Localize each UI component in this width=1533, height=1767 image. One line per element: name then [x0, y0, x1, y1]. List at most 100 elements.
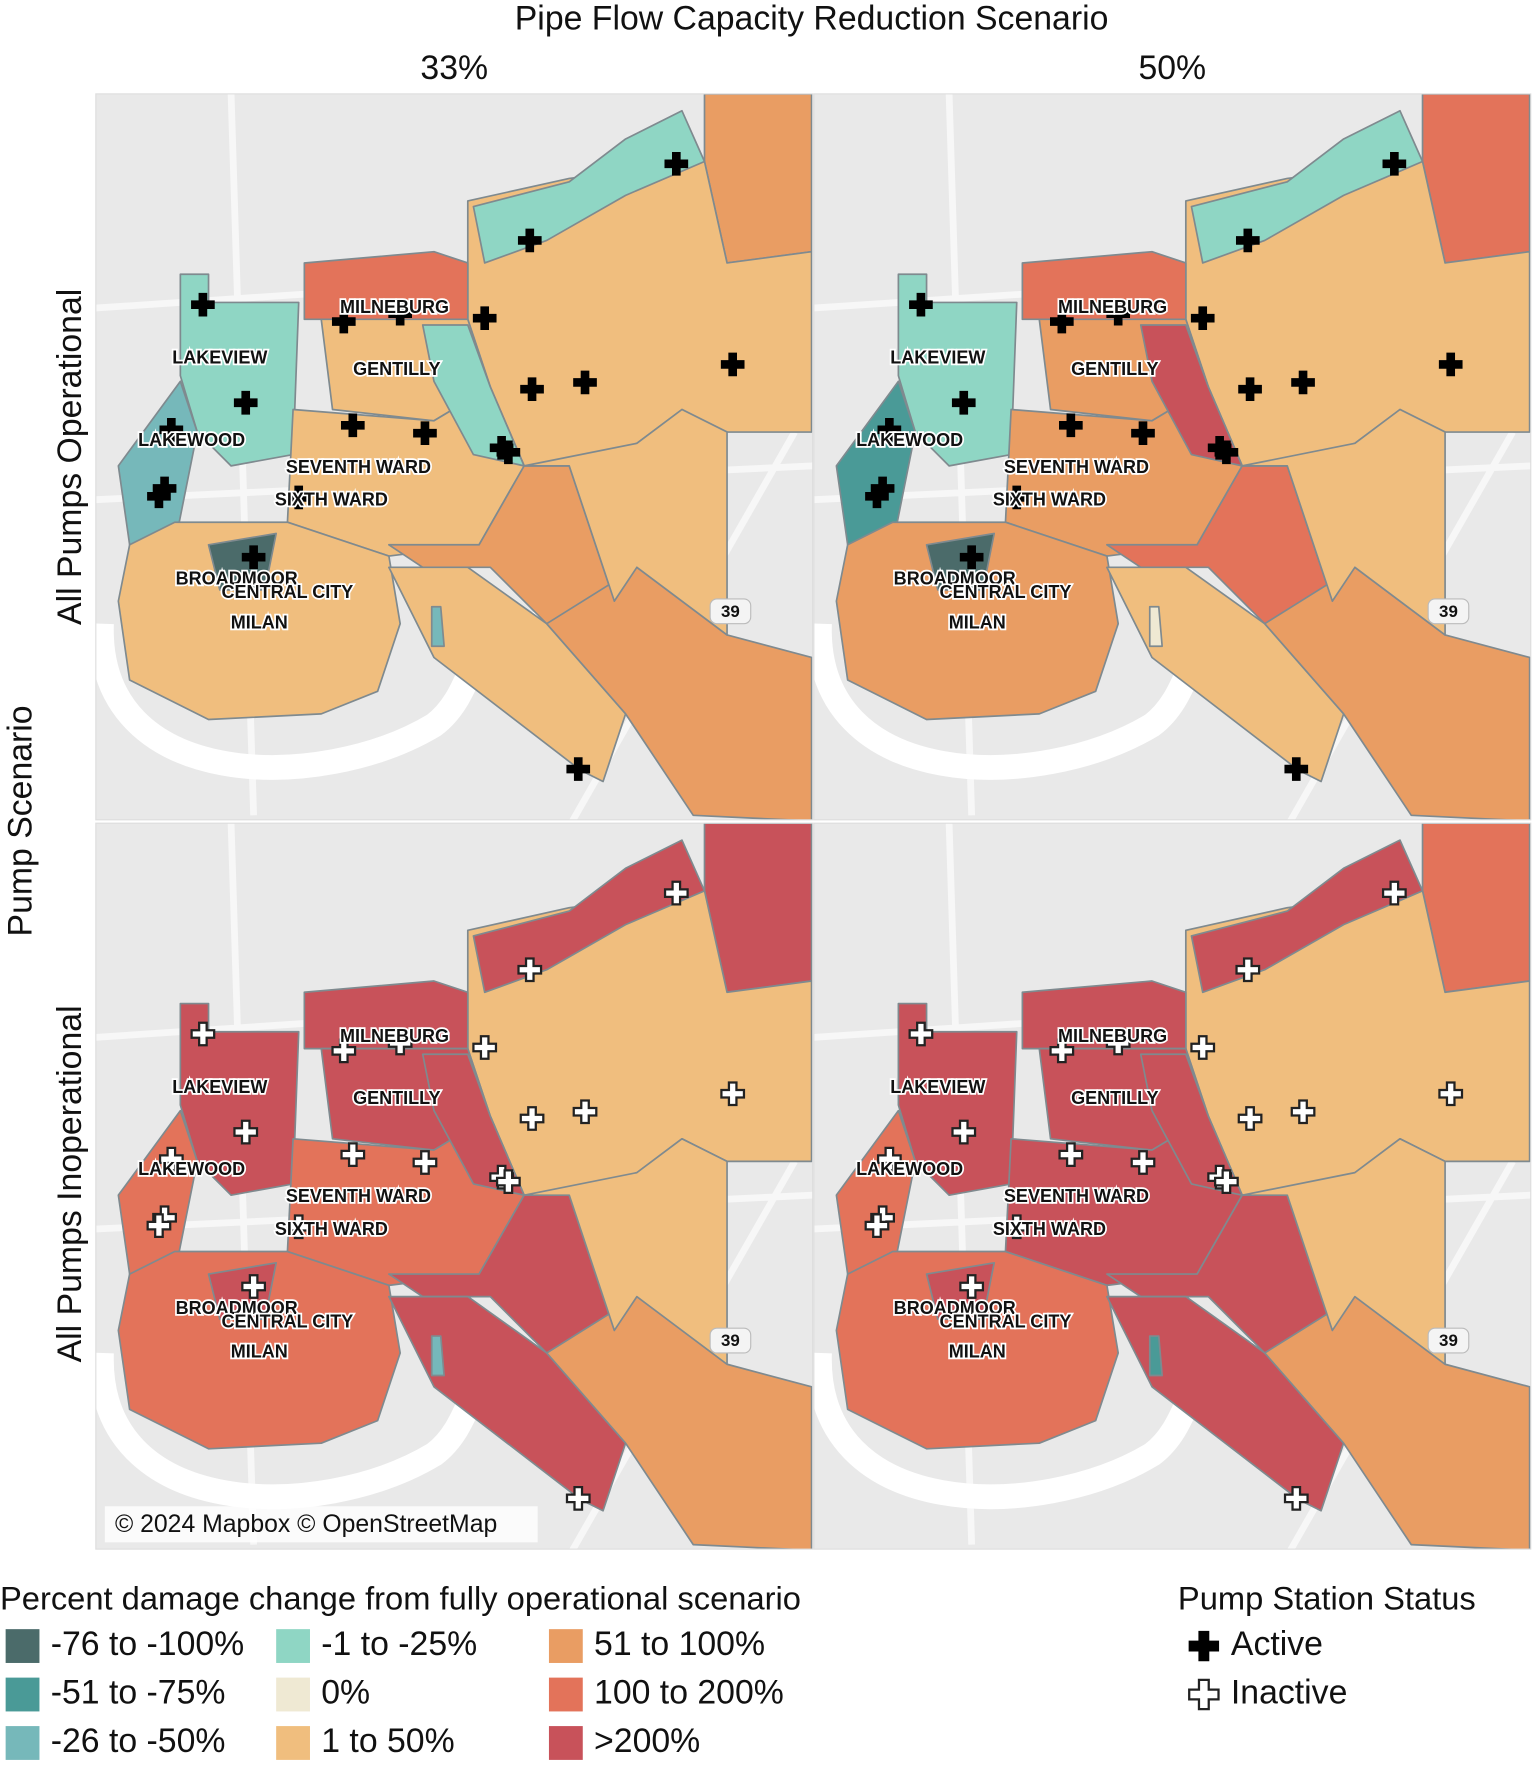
pump-station — [412, 1150, 438, 1175]
neighborhood-label: LAKEVIEW — [890, 348, 985, 368]
district — [1021, 980, 1187, 1050]
pump-station — [159, 417, 184, 442]
row-header: All Pumps Inoperational — [51, 1005, 89, 1362]
neighborhood-label: MILAN — [231, 1342, 288, 1362]
neighborhood-label: LAKEVIEW — [172, 348, 267, 368]
pump-station — [1214, 440, 1239, 465]
map-panel: 39 LAKEVIEW LAKEWOOD SEVENTH WARD SIXTH WARD… — [95, 93, 814, 821]
pump-station — [146, 1213, 172, 1239]
pump-station — [1438, 352, 1463, 377]
neighborhood-label: MILNEBURG — [1058, 1026, 1167, 1046]
pump-station — [864, 1213, 890, 1239]
pump-station — [720, 352, 745, 377]
pump-station — [664, 151, 689, 176]
district — [117, 380, 199, 546]
legend-swatch — [5, 1677, 40, 1712]
pump-station — [1105, 1030, 1131, 1056]
pump-station — [865, 484, 889, 509]
district — [388, 1295, 627, 1512]
neighborhood-label: BROADMOOR — [176, 568, 298, 588]
pump-station — [573, 370, 597, 395]
pump-station — [1237, 1106, 1263, 1131]
column-header: 50% — [1138, 49, 1206, 87]
district — [117, 1250, 402, 1450]
district — [835, 380, 917, 546]
map-content: 39 LAKEVIEW LAKEWOOD SEVENTH WARD SIXTH WARD… — [95, 823, 813, 1550]
pump-station — [286, 1214, 312, 1240]
district — [207, 532, 278, 591]
pump-station — [241, 1274, 267, 1299]
pump-station — [472, 306, 497, 331]
neighborhood-label: LAKEWOOD — [856, 430, 963, 450]
road-shield-label: 39 — [1439, 602, 1458, 621]
pump-station — [1058, 1142, 1084, 1167]
pump-station — [519, 1106, 545, 1131]
pump-station — [951, 1119, 977, 1145]
row-axis-title: Pump Scenario — [1, 705, 39, 936]
pump-station — [233, 390, 258, 415]
neighborhood-label: MILNEBURG — [340, 297, 449, 317]
pump-station — [496, 440, 521, 465]
district — [472, 839, 706, 994]
pump-station — [565, 1485, 591, 1511]
pump-station — [1106, 301, 1131, 326]
pump-station — [908, 1021, 934, 1047]
neighborhood-label: GENTILLY — [353, 359, 440, 379]
pump-station — [1235, 957, 1261, 983]
neighborhood-label: MILAN — [231, 612, 288, 632]
pump-station — [1190, 1035, 1216, 1060]
pump-station — [1131, 421, 1155, 446]
pump-station — [387, 1030, 413, 1056]
district — [117, 521, 402, 721]
legend-swatch — [548, 1726, 583, 1760]
pump-station — [1438, 1081, 1464, 1107]
road-shield-label: 39 — [721, 1331, 740, 1350]
neighborhood-label: CENTRAL CITY — [940, 1311, 1072, 1331]
neighborhood-label: BROADMOOR — [894, 1298, 1016, 1318]
pump-station — [1381, 880, 1407, 906]
pump-station — [1004, 1214, 1030, 1240]
pump-station — [413, 421, 437, 446]
pump-station — [663, 880, 689, 906]
pump-station — [340, 1142, 366, 1167]
pump-station — [147, 484, 171, 509]
district — [835, 521, 1120, 721]
pump-station — [566, 757, 591, 781]
neighborhood-label: LAKEWOOD — [138, 1159, 245, 1179]
pump-station — [1049, 1038, 1075, 1064]
neighborhood-label: SIXTH WARD — [993, 1219, 1106, 1239]
road-shield — [709, 1327, 752, 1354]
legend-label: Active — [1231, 1625, 1323, 1663]
pump-station — [1238, 377, 1262, 402]
pump-station — [340, 413, 365, 438]
neighborhood-label: MILAN — [949, 1342, 1006, 1362]
pump-station — [1004, 485, 1029, 510]
pump-station — [190, 1021, 216, 1047]
legend-swatch — [548, 1677, 583, 1712]
district — [925, 532, 996, 591]
road-shield — [1427, 598, 1470, 625]
district — [1106, 566, 1345, 783]
pump-station — [191, 292, 215, 317]
district — [1241, 408, 1446, 636]
district — [430, 605, 445, 648]
pump-station — [1130, 1150, 1156, 1175]
map-content: 39 LAKEVIEW LAKEWOOD SEVENTH WARD SIXTH WARD… — [813, 823, 1531, 1550]
legend-swatch — [548, 1629, 583, 1663]
road-shield-label: 39 — [721, 602, 740, 621]
district — [1021, 250, 1187, 321]
neighborhood-label: LAKEVIEW — [172, 1077, 267, 1097]
district — [1148, 605, 1163, 648]
panel-border — [95, 822, 814, 1550]
legend-label: Inactive — [1231, 1673, 1347, 1711]
pump-station — [520, 377, 544, 402]
road-shield-label: 39 — [1439, 1331, 1458, 1350]
pump-station — [1214, 1169, 1239, 1195]
district — [1106, 1295, 1345, 1512]
pump-station — [959, 1274, 985, 1299]
district — [430, 1335, 445, 1377]
legend-swatch — [276, 1677, 310, 1712]
pump-station — [877, 417, 902, 442]
neighborhood-label: LAKEWOOD — [138, 430, 245, 450]
